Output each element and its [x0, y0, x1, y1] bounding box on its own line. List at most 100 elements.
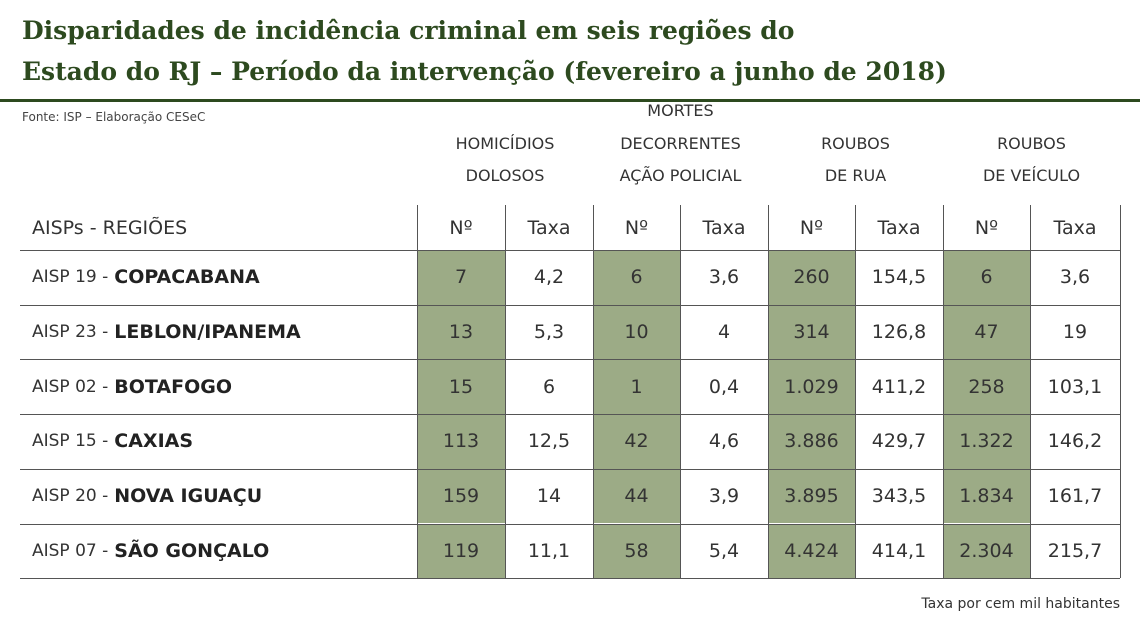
- column-divider: [943, 205, 944, 579]
- source: Fonte: ISP – Elaboração CESeC: [22, 110, 206, 124]
- table-cell: 161,7: [1047, 485, 1103, 508]
- row-label: AISP 20 - NOVA IGUAÇU: [32, 469, 262, 524]
- table-cell: 3.895: [768, 468, 855, 524]
- table-cell: 7: [417, 250, 505, 305]
- column-divider: [1030, 205, 1031, 579]
- row-divider: [20, 523, 1120, 525]
- column-divider: [1120, 205, 1121, 579]
- column-header: Nº: [799, 216, 824, 239]
- region-name: NOVA IGUAÇU: [114, 485, 263, 508]
- column-divider: [680, 205, 681, 579]
- row-divider: [20, 304, 1120, 306]
- region-name: SÃO GONÇALO: [114, 539, 270, 562]
- table-cell: 1.029: [768, 359, 855, 415]
- table-cell: 343,5: [871, 485, 927, 508]
- table-cell: 1: [593, 359, 680, 415]
- table-cell: 42: [593, 414, 680, 469]
- table-cell: 6: [542, 375, 556, 398]
- table-cell: 113: [417, 414, 505, 469]
- table-cell: 3,6: [708, 266, 740, 289]
- table-cell: 103,1: [1047, 375, 1103, 398]
- table-cell: 0,4: [708, 375, 740, 398]
- table-cell: 258: [943, 359, 1030, 415]
- table-cell: 1.834: [943, 468, 1030, 524]
- group-header: DOLOSOS: [465, 166, 545, 185]
- column-divider: [593, 205, 594, 579]
- column-header: AISPs - REGIÕES: [32, 217, 188, 239]
- table-cell: 4: [717, 321, 731, 344]
- table-cell: 3,9: [708, 485, 740, 508]
- aisp-code: AISP 07 -: [32, 540, 109, 561]
- group-header: DE RUA: [824, 166, 887, 185]
- table-cell: 14: [536, 485, 562, 508]
- table-cell: 4,2: [533, 266, 565, 289]
- table-cell: 3.886: [768, 414, 855, 469]
- group-header: DE VEÍCULO: [982, 166, 1081, 185]
- table-cell: 429,7: [871, 430, 927, 453]
- table-cell: 6: [593, 250, 680, 305]
- aisp-code: AISP 02 -: [32, 376, 109, 397]
- table-cell: 3,6: [1059, 266, 1091, 289]
- group-header: AÇÃO POLICIAL: [619, 166, 742, 185]
- table-cell: 146,2: [1047, 430, 1103, 453]
- column-header: Taxa: [702, 216, 746, 239]
- table-cell: 411,2: [871, 375, 927, 398]
- table-cell: 4.424: [768, 523, 855, 579]
- table-cell: 5,3: [533, 321, 565, 344]
- table-cell: 154,5: [871, 266, 927, 289]
- group-header: ROUBOS: [821, 133, 890, 153]
- group-header: HOMICÍDIOS: [455, 133, 555, 153]
- table-cell: 2.304: [943, 523, 1030, 579]
- group-header: DECORRENTES: [620, 133, 741, 153]
- table-cell: 47: [943, 304, 1030, 360]
- row-divider: [20, 250, 1120, 251]
- table-cell: 159: [417, 468, 505, 524]
- table-cell: 12,5: [527, 430, 571, 453]
- row-label: AISP 23 - LEBLON/IPANEMA: [32, 305, 301, 360]
- table-cell: 13: [417, 304, 505, 360]
- table-cell: 58: [593, 523, 680, 579]
- aisp-code: AISP 15 -: [32, 431, 109, 452]
- table-cell: 119: [417, 523, 505, 579]
- table-cell: 4,6: [708, 430, 740, 453]
- table-cell: 44: [593, 468, 680, 524]
- aisp-code: AISP 19 -: [32, 267, 109, 288]
- table-cell: 19: [1062, 321, 1088, 344]
- title-line: Estado do RJ – Período da intervenção (f…: [22, 57, 947, 86]
- table-cell: 6: [943, 250, 1030, 305]
- table-cell: 314: [768, 304, 855, 360]
- note: Taxa por cem mil habitantes: [921, 596, 1120, 612]
- table-cell: 10: [593, 304, 680, 360]
- group-header: ROUBOS: [997, 133, 1066, 153]
- aisp-code: AISP 20 -: [32, 486, 109, 507]
- region-name: COPACABANA: [114, 266, 260, 289]
- row-label: AISP 02 - BOTAFOGO: [32, 359, 232, 414]
- row-divider: [20, 414, 1120, 416]
- group-header: MORTES: [647, 101, 714, 120]
- column-divider: [768, 205, 769, 579]
- column-header: Taxa: [527, 216, 571, 239]
- table-cell: 5,4: [708, 539, 740, 562]
- region-name: LEBLON/IPANEMA: [114, 321, 301, 344]
- column-divider: [855, 205, 856, 579]
- column-header: Nº: [974, 216, 999, 239]
- region-name: CAXIAS: [114, 430, 194, 453]
- table-cell: 414,1: [871, 539, 927, 562]
- row-label: AISP 15 - CAXIAS: [32, 414, 193, 469]
- column-header: Taxa: [1053, 216, 1097, 239]
- aisp-code: AISP 23 -: [32, 322, 109, 343]
- table-cell: 126,8: [871, 321, 927, 344]
- row-divider: [20, 468, 1120, 470]
- table-cell: 11,1: [527, 539, 571, 562]
- row-label: AISP 07 - SÃO GONÇALO: [32, 524, 269, 579]
- column-header: Taxa: [877, 216, 921, 239]
- row-label: AISP 19 - COPACABANA: [32, 250, 260, 305]
- row-divider: [20, 359, 1120, 361]
- column-divider: [417, 205, 418, 579]
- column-divider: [505, 205, 506, 579]
- region-name: BOTAFOGO: [114, 375, 232, 398]
- title-line: Disparidades de incidência criminal em s…: [22, 16, 795, 45]
- row-divider: [20, 578, 1120, 580]
- column-header: Nº: [449, 216, 473, 239]
